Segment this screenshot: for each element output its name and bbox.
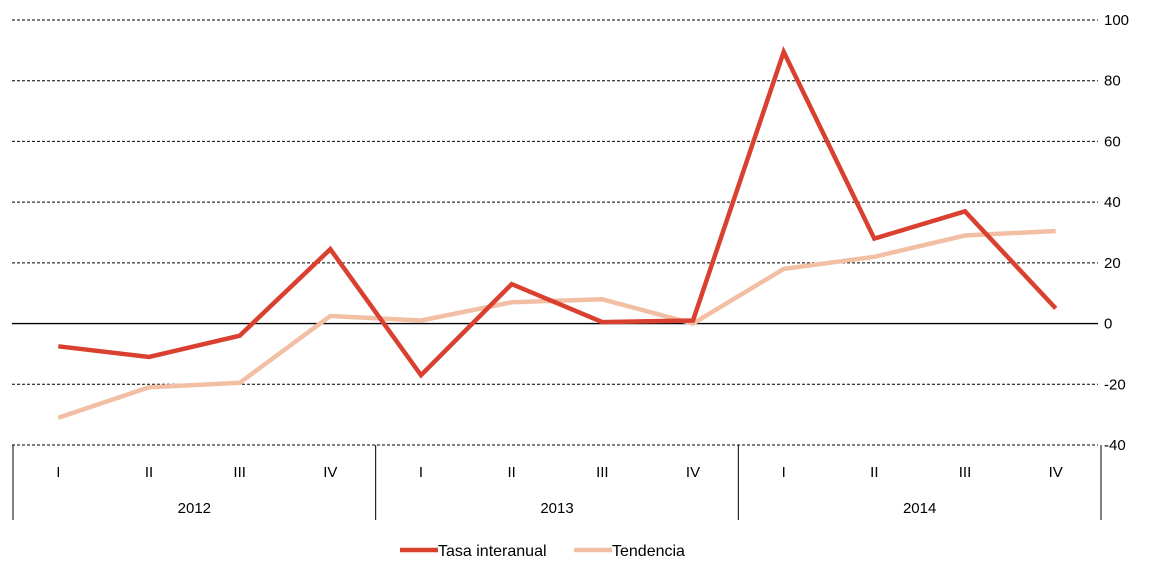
- x-tick-label: III: [959, 464, 972, 481]
- x-tick-label: IV: [1049, 464, 1063, 481]
- x-tick-label: IV: [323, 464, 337, 481]
- x-tick-label: IV: [686, 464, 700, 481]
- y-tick-label: 100: [1104, 12, 1129, 29]
- series-line-tendencia: [57, 228, 1056, 420]
- y-tick-label: 80: [1104, 73, 1121, 90]
- y-tick-label: 20: [1104, 255, 1121, 272]
- x-tick-label: II: [145, 464, 153, 481]
- x-tick-label: I: [782, 464, 786, 481]
- year-label: 2013: [540, 500, 573, 517]
- x-tick-label: I: [56, 464, 60, 481]
- legend-label-tasa-interanual: Tasa interanual: [438, 543, 547, 560]
- y-tick-label: 60: [1104, 133, 1121, 150]
- grid-lines: [12, 19, 1098, 446]
- y-tick-label: -40: [1104, 437, 1126, 454]
- year-label: 2012: [178, 500, 211, 517]
- legend: Tasa interanual Tendencia: [400, 543, 685, 560]
- y-axis-tick-labels: 100 80 60 40 20 0 -20 -40: [1104, 12, 1129, 454]
- y-tick-label: 0: [1104, 316, 1112, 333]
- x-tick-label: II: [507, 464, 515, 481]
- x-tick-label: I: [419, 464, 423, 481]
- x-tick-label: III: [233, 464, 246, 481]
- y-tick-label: -20: [1104, 376, 1126, 393]
- x-tick-label: II: [870, 464, 878, 481]
- series-lines: [57, 45, 1058, 420]
- year-label: 2014: [903, 500, 936, 517]
- legend-label-tendencia: Tendencia: [612, 543, 685, 560]
- y-tick-label: 40: [1104, 194, 1121, 211]
- x-tick-label: III: [596, 464, 609, 481]
- series-line-tasa-interanual: [58, 45, 1058, 379]
